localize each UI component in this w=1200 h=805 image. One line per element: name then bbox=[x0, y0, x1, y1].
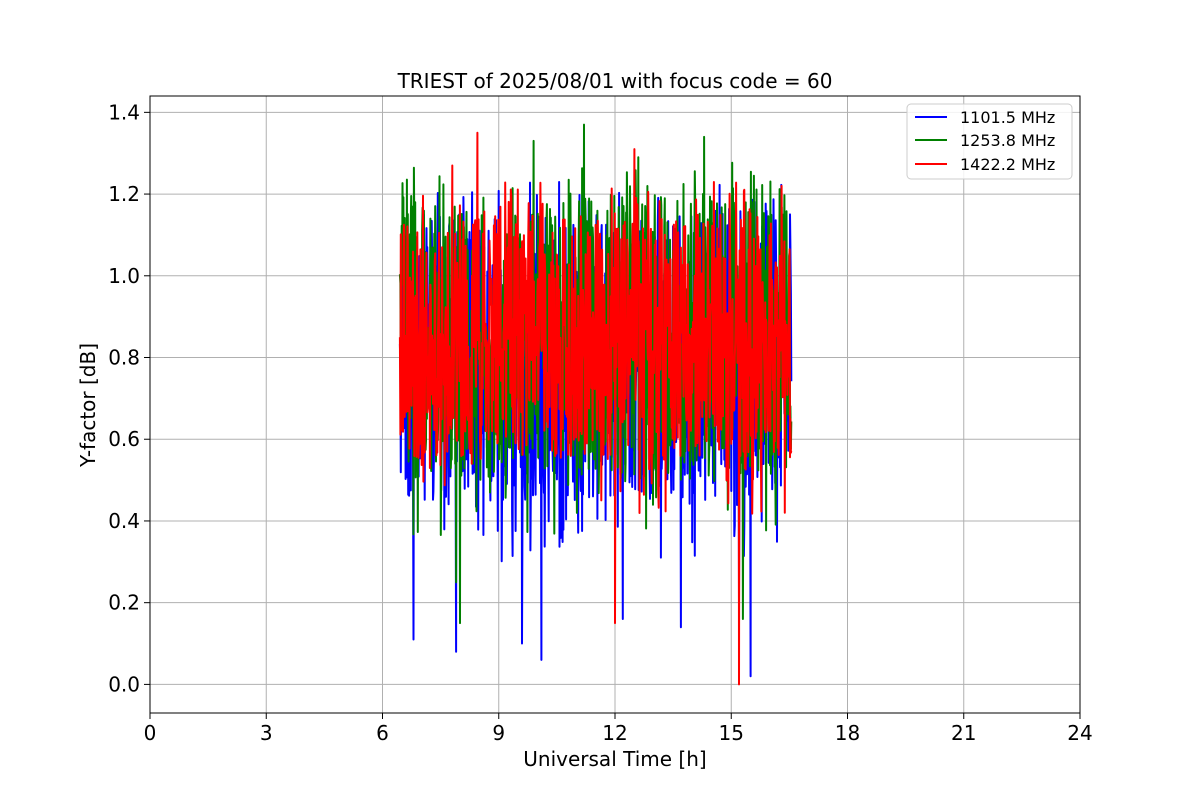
y-tick-label: 1.0 bbox=[108, 264, 140, 288]
x-tick-label: 18 bbox=[835, 721, 860, 745]
x-tick-label: 6 bbox=[376, 721, 389, 745]
chart-title: TRIEST of 2025/08/01 with focus code = 6… bbox=[397, 69, 833, 93]
x-tick-label: 0 bbox=[144, 721, 157, 745]
x-tick-label: 9 bbox=[492, 721, 505, 745]
legend: 1101.5 MHz 1253.8 MHz 1422.2 MHz bbox=[906, 103, 1073, 180]
series-layer bbox=[398, 123, 793, 686]
legend-box bbox=[906, 103, 1073, 180]
y-axis-ticks: 0.0 0.2 0.4 0.6 0.8 1.0 1.2 1.4 bbox=[108, 100, 150, 696]
y-tick-label: 1.2 bbox=[108, 182, 140, 206]
y-tick-label: 0.0 bbox=[108, 672, 140, 696]
x-axis-ticks: 0 3 6 9 12 15 18 21 24 bbox=[144, 713, 1093, 745]
y-axis-label: Y-factor [dB] bbox=[76, 343, 100, 468]
y-tick-label: 1.4 bbox=[108, 100, 140, 124]
y-tick-label: 0.2 bbox=[108, 591, 140, 615]
x-axis-label: Universal Time [h] bbox=[523, 747, 706, 771]
y-tick-label: 0.8 bbox=[108, 346, 140, 370]
legend-label-1422: 1422.2 MHz bbox=[960, 155, 1055, 174]
legend-label-1253: 1253.8 MHz bbox=[960, 131, 1055, 150]
x-tick-label: 12 bbox=[602, 721, 627, 745]
series-line-1422 bbox=[398, 131, 793, 686]
x-tick-label: 3 bbox=[260, 721, 273, 745]
legend-label-1101: 1101.5 MHz bbox=[960, 108, 1055, 127]
x-tick-label: 21 bbox=[951, 721, 976, 745]
x-tick-label: 24 bbox=[1067, 721, 1092, 745]
y-tick-label: 0.6 bbox=[108, 427, 140, 451]
x-tick-label: 15 bbox=[719, 721, 744, 745]
y-tick-label: 0.4 bbox=[108, 509, 140, 533]
